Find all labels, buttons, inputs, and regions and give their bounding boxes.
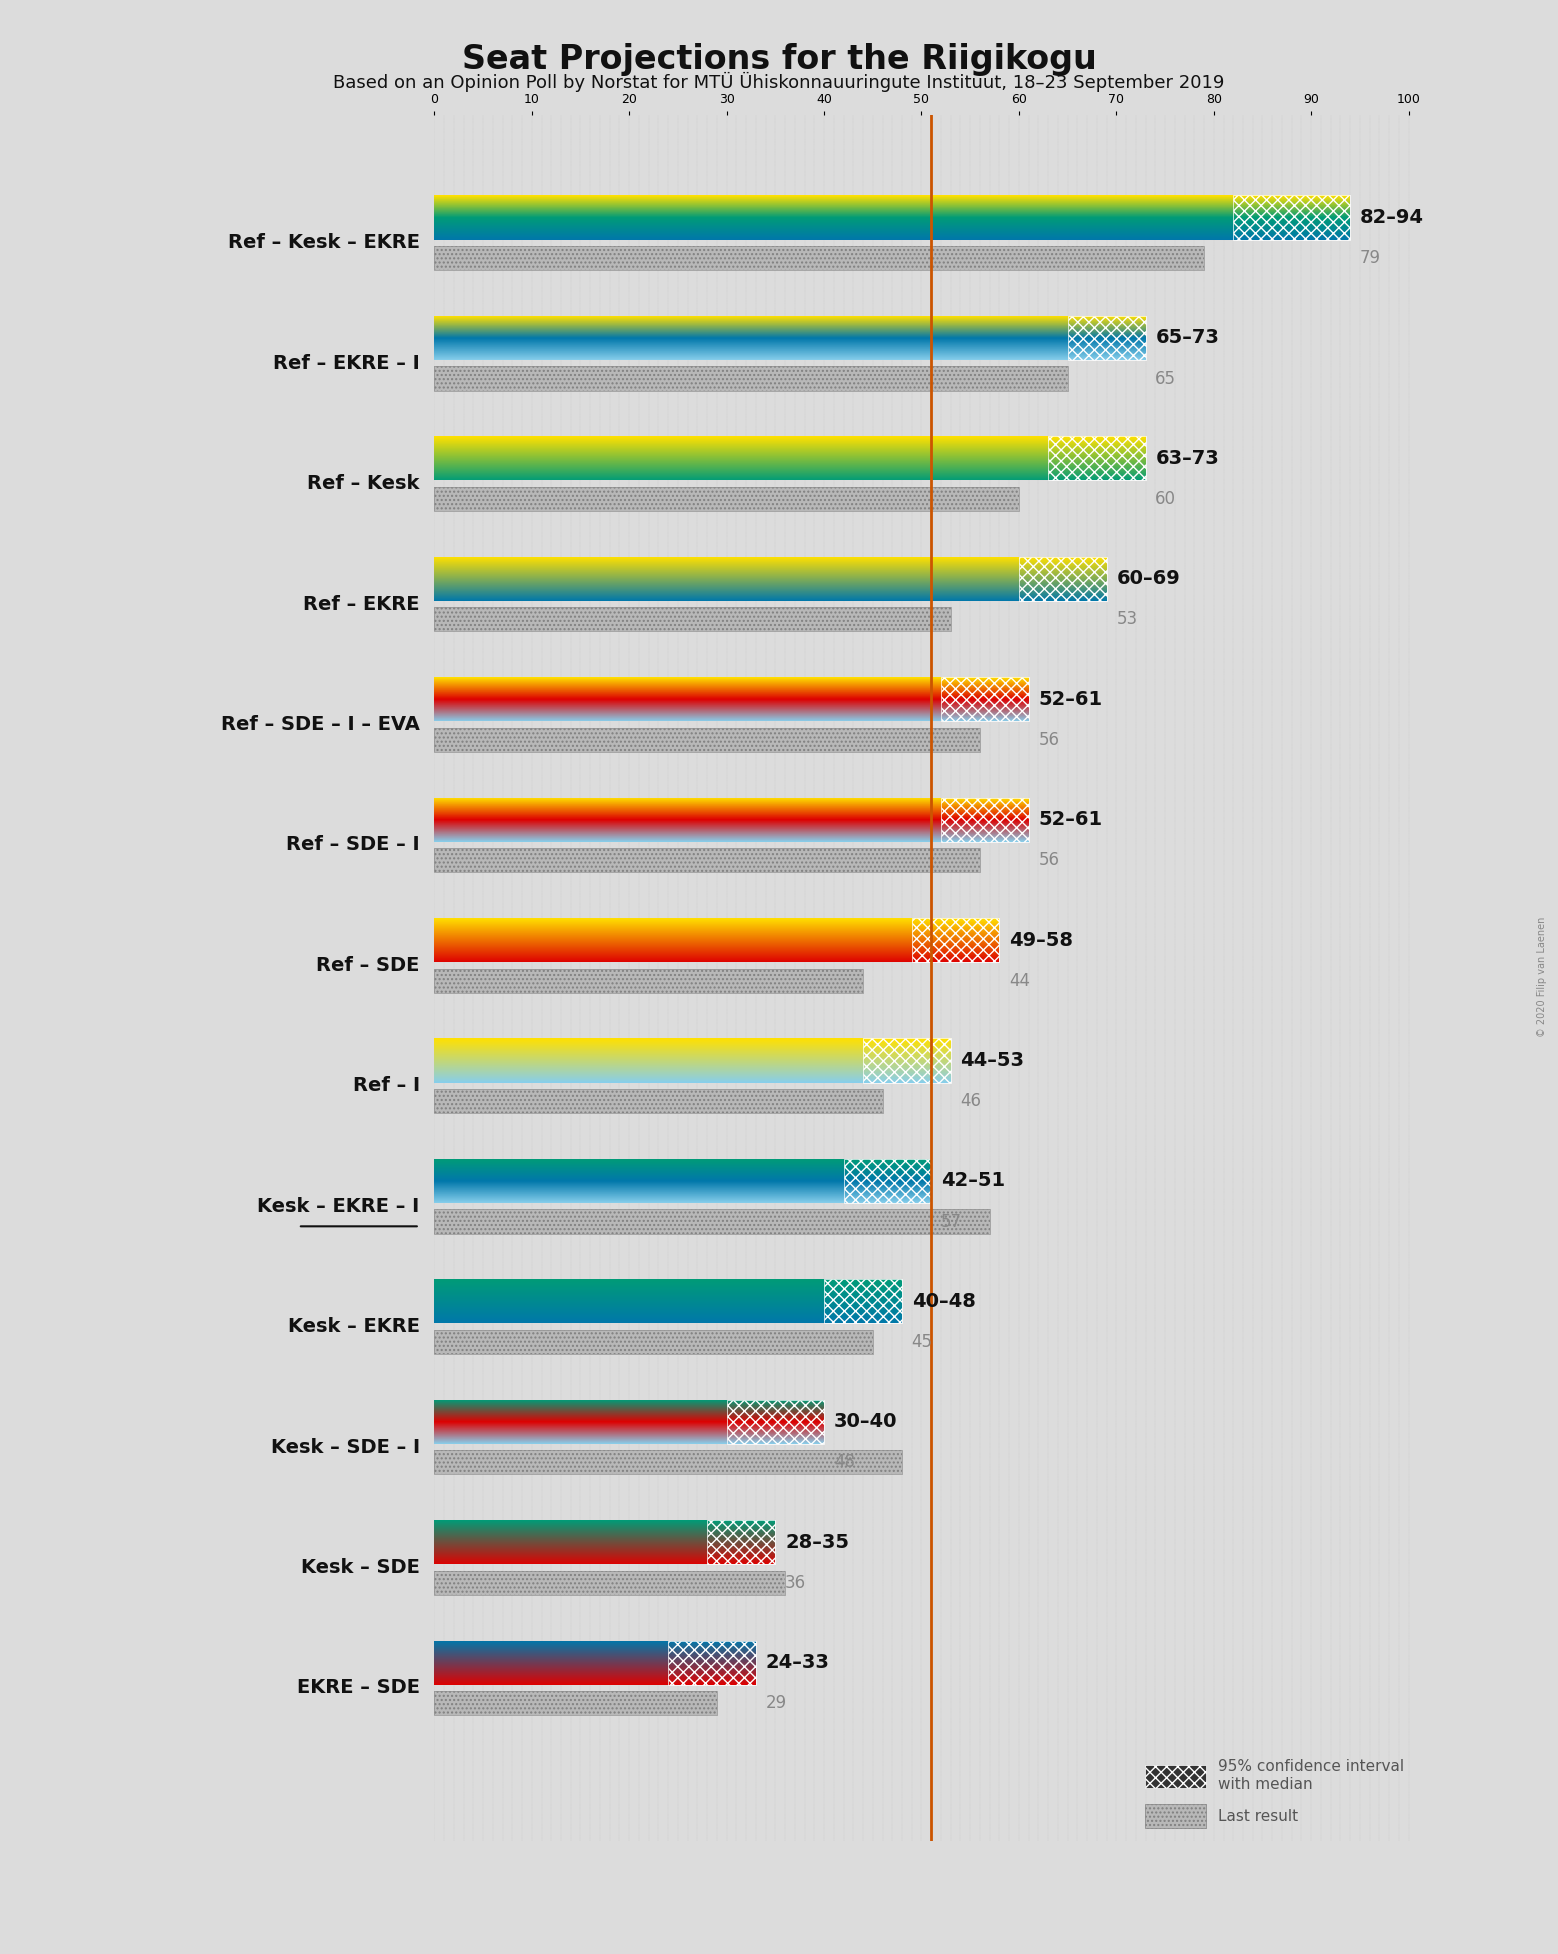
Text: Ref – I: Ref – I xyxy=(352,1077,419,1096)
Bar xyxy=(435,608,950,631)
Bar xyxy=(435,727,980,752)
Text: EKRE – SDE: EKRE – SDE xyxy=(296,1678,419,1698)
Text: 65–73: 65–73 xyxy=(1156,328,1220,348)
Bar xyxy=(435,246,1204,270)
Bar xyxy=(435,1450,902,1475)
Bar xyxy=(435,1331,872,1354)
Bar xyxy=(435,1571,785,1594)
Bar xyxy=(435,1088,882,1114)
Bar xyxy=(435,1210,989,1233)
Text: Based on an Opinion Poll by Norstat for MTÜ Ühiskonnauuringute Instituut, 18–23 : Based on an Opinion Poll by Norstat for … xyxy=(333,72,1225,92)
Bar xyxy=(435,969,863,993)
Bar xyxy=(435,1088,882,1114)
Text: Ref – SDE – I: Ref – SDE – I xyxy=(287,836,419,854)
Bar xyxy=(435,848,980,871)
Bar xyxy=(435,246,1204,270)
Text: 44–53: 44–53 xyxy=(960,1051,1025,1071)
Bar xyxy=(435,727,980,752)
Bar xyxy=(1019,557,1106,602)
Bar xyxy=(435,727,980,752)
Bar xyxy=(911,918,999,961)
Text: Kesk – EKRE: Kesk – EKRE xyxy=(288,1317,419,1337)
Text: Kesk – EKRE – I: Kesk – EKRE – I xyxy=(257,1196,419,1215)
Text: 79: 79 xyxy=(1360,248,1380,268)
Bar xyxy=(435,1690,717,1716)
Bar xyxy=(668,1641,756,1684)
Text: Ref – EKRE – I: Ref – EKRE – I xyxy=(273,354,419,373)
Text: 28–35: 28–35 xyxy=(785,1532,849,1551)
Text: 36: 36 xyxy=(785,1573,805,1593)
Text: 29: 29 xyxy=(765,1694,787,1712)
Bar xyxy=(435,1450,902,1475)
Bar xyxy=(435,1690,717,1716)
Bar xyxy=(435,487,1019,512)
Bar xyxy=(435,969,863,993)
Text: Ref – Kesk – EKRE: Ref – Kesk – EKRE xyxy=(227,233,419,252)
Text: 56: 56 xyxy=(1038,852,1059,870)
Text: 30–40: 30–40 xyxy=(834,1413,897,1432)
Text: 45: 45 xyxy=(911,1333,933,1350)
Bar xyxy=(435,1571,785,1594)
Bar xyxy=(941,678,1028,721)
Text: 46: 46 xyxy=(960,1092,982,1110)
Bar xyxy=(435,608,950,631)
Text: Kesk – SDE – I: Kesk – SDE – I xyxy=(271,1438,419,1456)
Bar xyxy=(707,1520,776,1565)
Bar xyxy=(435,487,1019,512)
Text: 24–33: 24–33 xyxy=(765,1653,829,1673)
Bar xyxy=(435,1088,882,1114)
Text: 40–48: 40–48 xyxy=(911,1292,975,1311)
Bar xyxy=(435,1331,872,1354)
Text: Ref – Kesk: Ref – Kesk xyxy=(307,475,419,492)
Text: Kesk – EKRE – I: Kesk – EKRE – I xyxy=(257,1196,419,1215)
Bar xyxy=(435,367,1067,391)
Text: Ref – SDE – I – EVA: Ref – SDE – I – EVA xyxy=(221,715,419,735)
Bar xyxy=(435,246,1204,270)
Bar xyxy=(435,1210,989,1233)
Bar xyxy=(726,1399,824,1444)
Bar xyxy=(435,1331,872,1354)
Bar xyxy=(435,1210,989,1233)
Text: 49–58: 49–58 xyxy=(1010,930,1073,950)
Bar xyxy=(1067,317,1145,360)
Text: Ref – SDE: Ref – SDE xyxy=(316,956,419,975)
Text: 65: 65 xyxy=(1156,369,1176,387)
Bar xyxy=(435,1571,785,1594)
Text: 48: 48 xyxy=(834,1454,855,1471)
Bar xyxy=(824,1280,902,1323)
Bar xyxy=(435,1690,717,1716)
Bar xyxy=(435,848,980,871)
Bar xyxy=(435,367,1067,391)
Bar xyxy=(435,367,1067,391)
Bar xyxy=(941,797,1028,842)
Bar xyxy=(435,848,980,871)
Text: Ref – EKRE: Ref – EKRE xyxy=(304,594,419,614)
Text: 52–61: 52–61 xyxy=(1038,690,1103,709)
Text: 57: 57 xyxy=(941,1213,961,1231)
Text: 52–61: 52–61 xyxy=(1038,811,1103,828)
Text: 63–73: 63–73 xyxy=(1156,449,1218,467)
Bar xyxy=(435,1450,902,1475)
Bar xyxy=(1049,436,1145,481)
Bar xyxy=(843,1159,932,1204)
Text: 82–94: 82–94 xyxy=(1360,207,1424,227)
Text: 56: 56 xyxy=(1038,731,1059,748)
Text: Kesk – SDE: Kesk – SDE xyxy=(301,1557,419,1577)
Bar xyxy=(1234,195,1351,240)
Text: Seat Projections for the Riigikogu: Seat Projections for the Riigikogu xyxy=(461,43,1097,76)
Bar xyxy=(435,487,1019,512)
Text: 53: 53 xyxy=(1117,610,1137,629)
Bar xyxy=(435,608,950,631)
Legend: 95% confidence interval
with median, Last result: 95% confidence interval with median, Las… xyxy=(1139,1753,1410,1833)
Text: 60–69: 60–69 xyxy=(1117,569,1179,588)
Text: 44: 44 xyxy=(1010,971,1030,989)
Text: 42–51: 42–51 xyxy=(941,1172,1005,1190)
Text: 60: 60 xyxy=(1156,490,1176,508)
Bar xyxy=(435,969,863,993)
Text: © 2020 Filip van Laenen: © 2020 Filip van Laenen xyxy=(1538,916,1547,1038)
Bar xyxy=(863,1038,950,1083)
